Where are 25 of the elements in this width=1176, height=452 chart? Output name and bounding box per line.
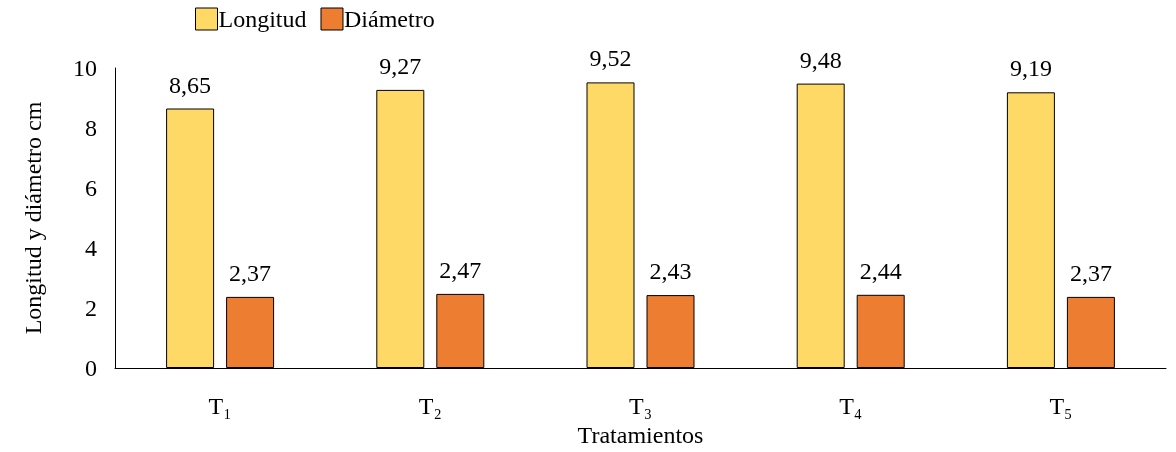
x-tick-label: T₂: [418, 393, 442, 419]
y-tick-label: 8: [85, 115, 97, 141]
x-tick-label: T₁: [208, 393, 232, 419]
y-tick-label: 10: [73, 55, 97, 81]
data-label: 9,48: [799, 46, 842, 73]
y-tick-label: 2: [85, 295, 97, 321]
data-label: 9,19: [1009, 55, 1052, 82]
data-label: 9,27: [379, 52, 422, 79]
legend-label: Longitud: [218, 6, 307, 32]
y-tick-label: 0: [85, 355, 97, 381]
x-tick-label: T₅: [1049, 393, 1073, 419]
x-tick-label: T₃: [628, 393, 653, 419]
y-axis-title: Longitud y diámetro cm: [20, 101, 46, 335]
data-label: 2,43: [649, 258, 692, 285]
y-tick-label: 4: [85, 235, 97, 261]
data-label: 8,65: [169, 71, 212, 98]
data-label: 2,44: [859, 257, 902, 284]
data-label: 2,47: [439, 256, 482, 283]
legend-label: Diámetro: [344, 6, 435, 32]
x-tick-label: T₄: [839, 393, 863, 419]
data-label: 2,37: [229, 259, 272, 286]
y-tick-label: 6: [85, 175, 97, 201]
x-axis-title: Tratamientos: [577, 421, 704, 448]
data-label: 2,37: [1069, 259, 1112, 286]
data-label: 9,52: [589, 45, 632, 72]
